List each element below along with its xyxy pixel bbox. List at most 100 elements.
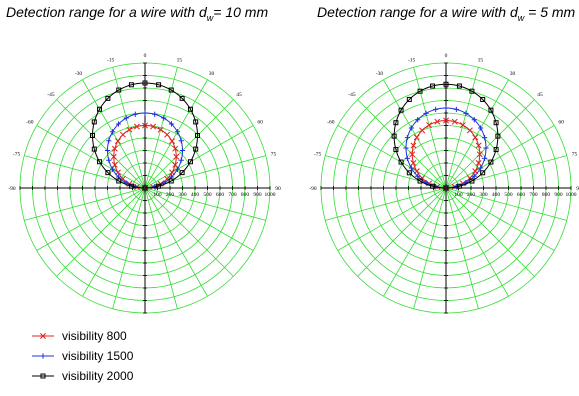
data-point <box>480 170 486 176</box>
data-point <box>110 153 117 160</box>
data-point <box>187 159 193 165</box>
data-point <box>179 95 185 101</box>
data-point <box>119 131 126 138</box>
angle-tick-label: -30 <box>75 71 83 77</box>
data-point <box>433 106 439 112</box>
data-point <box>480 96 486 102</box>
data-point <box>105 170 111 176</box>
radial-tick-label: 200 <box>166 192 175 198</box>
data-point <box>111 161 118 168</box>
data-point <box>443 117 449 124</box>
legend-marker <box>40 333 46 339</box>
angle-tick-label: -75 <box>13 152 21 158</box>
data-point <box>398 159 404 165</box>
legend-label: visibility 800 <box>62 329 127 343</box>
grid-spoke <box>445 187 535 277</box>
data-point <box>195 133 200 138</box>
data-point <box>97 106 103 112</box>
radial-tick-label: 100 <box>454 192 463 198</box>
data-point <box>453 106 459 112</box>
data-point <box>174 166 181 172</box>
data-point <box>128 82 134 88</box>
data-point <box>403 145 409 151</box>
angle-tick-label: -45 <box>47 92 55 98</box>
data-point <box>463 110 469 116</box>
data-point <box>495 133 501 139</box>
data-point <box>409 151 416 158</box>
data-point <box>169 138 176 145</box>
angle-tick-label: -45 <box>348 92 356 98</box>
grid-spoke <box>112 187 146 309</box>
data-point <box>443 81 449 87</box>
data-point <box>417 88 423 94</box>
data-point <box>179 147 186 154</box>
radial-tick-label: 300 <box>479 192 488 198</box>
data-point <box>393 120 399 126</box>
legend: visibility 800 visibility 1500 visibilit… <box>30 326 133 386</box>
data-point <box>193 119 199 125</box>
radial-tick-label: 200 <box>467 192 476 198</box>
data-point <box>391 133 397 139</box>
data-point <box>451 118 458 125</box>
data-point <box>472 134 479 141</box>
grid-spoke <box>36 187 146 251</box>
series-visibility-1500 <box>403 105 489 191</box>
data-point <box>469 178 475 184</box>
radial-tick-label: 800 <box>542 192 551 198</box>
legend-marker <box>40 353 46 359</box>
data-point <box>476 151 483 158</box>
grid-spoke <box>445 125 555 189</box>
data-point <box>168 87 174 93</box>
chart-title-left: Detection range for a wire with dw= 10 m… <box>6 4 268 23</box>
grid-spoke <box>383 187 447 297</box>
data-point <box>105 95 111 101</box>
grid-spoke <box>413 67 447 189</box>
grid-spoke <box>325 187 447 221</box>
radial-tick-label: 700 <box>529 192 538 198</box>
data-point <box>109 166 116 172</box>
legend-item-visibility-2000: visibility 2000 <box>30 366 133 386</box>
radial-tick-label: 900 <box>253 192 262 198</box>
radial-tick-label: 1000 <box>566 192 577 198</box>
radial-tick-label: 400 <box>492 192 501 198</box>
legend-marker-plus <box>32 353 54 359</box>
grid-spoke <box>357 187 447 277</box>
data-point <box>187 106 193 112</box>
radial-tick-label: 900 <box>554 192 563 198</box>
grid-spoke <box>445 187 479 309</box>
grid-spoke <box>445 67 479 189</box>
angle-tick-label: 60 <box>257 120 263 126</box>
data-point <box>123 115 129 121</box>
data-point <box>114 138 121 145</box>
data-point <box>466 175 473 182</box>
legend-marker <box>40 373 46 379</box>
radial-tick-label: 600 <box>216 192 225 198</box>
angle-tick-label: 30 <box>510 71 516 77</box>
grid-spoke <box>82 187 146 297</box>
title-tail: = 5 mm <box>524 4 576 20</box>
series-visibility-2000 <box>391 81 501 191</box>
angle-tick-label: 15 <box>177 58 183 64</box>
data-point <box>106 157 112 163</box>
data-point <box>410 142 417 149</box>
data-point <box>164 131 171 138</box>
data-point <box>150 123 157 130</box>
legend-item-visibility-800: visibility 800 <box>30 326 133 346</box>
data-point <box>475 160 482 166</box>
data-point <box>115 121 122 127</box>
polar-chart-left: -90 -75 -60 -45 -30 -15 0 15 30 45 60 75 90 100 200 300… <box>8 53 281 314</box>
data-point <box>456 183 462 189</box>
data-point <box>415 117 421 123</box>
angle-tick-label: 90 <box>275 186 281 192</box>
data-point <box>469 88 475 94</box>
data-point <box>471 117 477 123</box>
data-point <box>142 110 148 116</box>
grid-spoke <box>445 99 535 189</box>
data-point <box>456 83 462 89</box>
data-point <box>152 111 158 117</box>
data-point <box>142 185 148 191</box>
radial-tick-label: 700 <box>228 192 237 198</box>
data-point <box>482 155 488 161</box>
series-line <box>92 82 198 189</box>
angle-tick-label: 60 <box>558 120 564 126</box>
